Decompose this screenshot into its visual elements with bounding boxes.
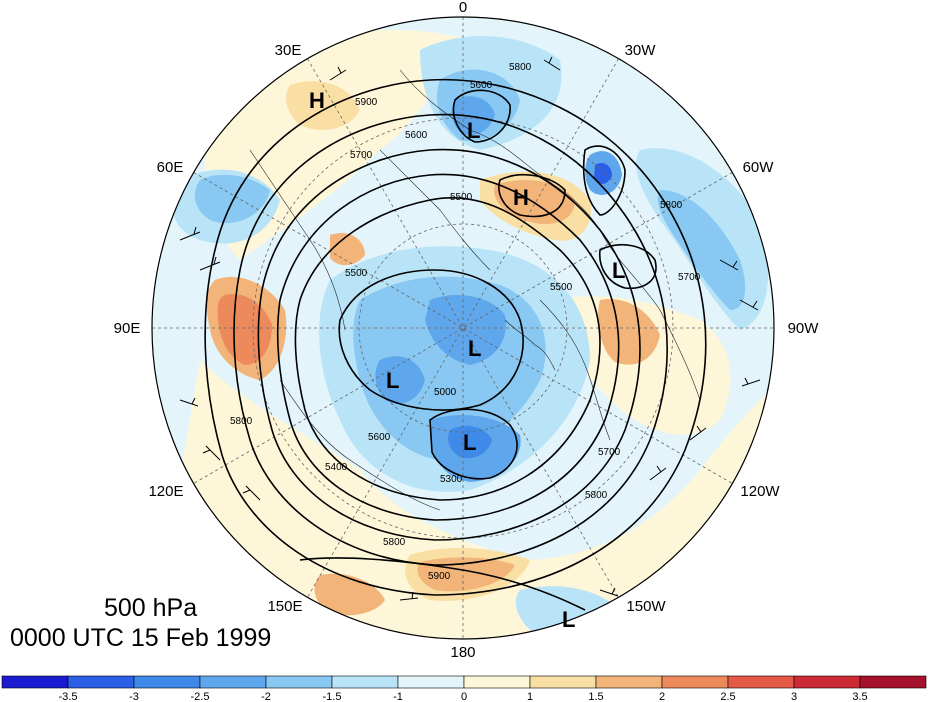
colorbar-swatch — [133, 675, 201, 689]
contour-label: 5800 — [383, 537, 406, 548]
colorbar-swatch — [199, 675, 267, 689]
lon-label-150w: 150W — [626, 598, 666, 615]
contour-label: 5800 — [509, 62, 532, 73]
contour-label: 5600 — [368, 432, 391, 443]
lon-label-180: 180 — [450, 644, 475, 661]
colorbar-label: -1.5 — [323, 691, 342, 702]
high-center: H — [309, 88, 325, 113]
colorbar-label: 3 — [791, 691, 797, 702]
colorbar-label: 2 — [659, 691, 665, 702]
low-center: L — [467, 118, 480, 143]
contour-label-group: 5000 5300 5500 5500 5600 5700 5700 5800 … — [230, 62, 701, 582]
map-boundary — [151, 16, 775, 640]
longitude-labels: 0 30W 60W 90W 120W 150W 180 150E 120E 90… — [114, 0, 820, 661]
lon-label-90e: 90E — [114, 320, 141, 337]
colorbar-swatch — [67, 675, 135, 689]
colorbar-label: 1.5 — [588, 691, 603, 702]
lon-label-90w: 90W — [788, 320, 820, 337]
colorbar-label: -2 — [261, 691, 271, 702]
colorbar-swatch — [529, 675, 597, 689]
contour-label: 5600 — [470, 80, 493, 91]
low-center: L — [386, 368, 399, 393]
contour-label: 5800 — [585, 490, 608, 501]
colorbar-swatch — [265, 675, 333, 689]
low-center: L — [612, 258, 625, 283]
contour-label: 5500 — [450, 192, 473, 203]
pressure-centers: H H L L L L L L — [309, 88, 625, 632]
contour-label: 5800 — [230, 416, 253, 427]
contour-label: 5900 — [428, 571, 451, 582]
high-center: H — [513, 185, 529, 210]
contour-label: 5000 — [434, 387, 457, 398]
colorbar-swatch — [397, 675, 465, 689]
lon-label-120e: 120E — [148, 483, 183, 500]
lon-label-60w: 60W — [743, 159, 775, 176]
anomaly-shading — [152, 17, 774, 639]
colorbar-swatch — [595, 675, 663, 689]
contour-label: 5800 — [660, 200, 683, 211]
contour-label: 5500 — [550, 282, 573, 293]
contour-label: 5300 — [440, 474, 463, 485]
graticule — [152, 17, 774, 639]
low-center: L — [562, 607, 575, 632]
lon-label-120w: 120W — [740, 483, 780, 500]
time-title: 0000 UTC 15 Feb 1999 — [10, 624, 272, 652]
contour-label: 5700 — [350, 150, 373, 161]
lon-label-150e: 150E — [267, 598, 302, 615]
colorbar-label: 0 — [461, 691, 467, 702]
colorbar: -3.5 -3 -2.5 -2 -1.5 -1 0 1 1.5 2 2.5 3 3.5 — [1, 675, 927, 702]
colorbar-swatch — [1, 675, 69, 689]
colorbar-label: -3 — [129, 691, 139, 702]
colorbar-swatch — [331, 675, 399, 689]
contour-label: 5700 — [678, 272, 701, 283]
coastlines — [249, 69, 701, 511]
level-title: 500 hPa — [104, 594, 198, 622]
colorbar-swatch — [793, 675, 861, 689]
colorbar-label: 1 — [527, 691, 533, 702]
colorbar-label: -3.5 — [59, 691, 78, 702]
contour-label: 5600 — [405, 130, 428, 141]
colorbar-swatch — [727, 675, 795, 689]
contour-label: 5900 — [355, 97, 378, 108]
wind-barbs — [179, 56, 761, 601]
lon-label-30e: 30E — [275, 42, 302, 59]
colorbar-swatch — [463, 675, 531, 689]
height-contours — [204, 78, 707, 611]
lon-label-0: 0 — [459, 0, 467, 16]
colorbar-swatch — [859, 675, 927, 689]
contour-label: 5400 — [325, 462, 348, 473]
contour-label: 5700 — [598, 447, 621, 458]
contour-label: 5500 — [345, 268, 368, 279]
colorbar-label: 3.5 — [852, 691, 867, 702]
colorbar-label: -1 — [393, 691, 403, 702]
colorbar-label: 2.5 — [720, 691, 735, 702]
lon-label-60e: 60E — [157, 159, 184, 176]
low-center: L — [463, 430, 476, 455]
lon-label-30w: 30W — [625, 42, 657, 59]
low-center: L — [468, 336, 481, 361]
colorbar-swatch — [661, 675, 729, 689]
colorbar-label: -2.5 — [191, 691, 210, 702]
